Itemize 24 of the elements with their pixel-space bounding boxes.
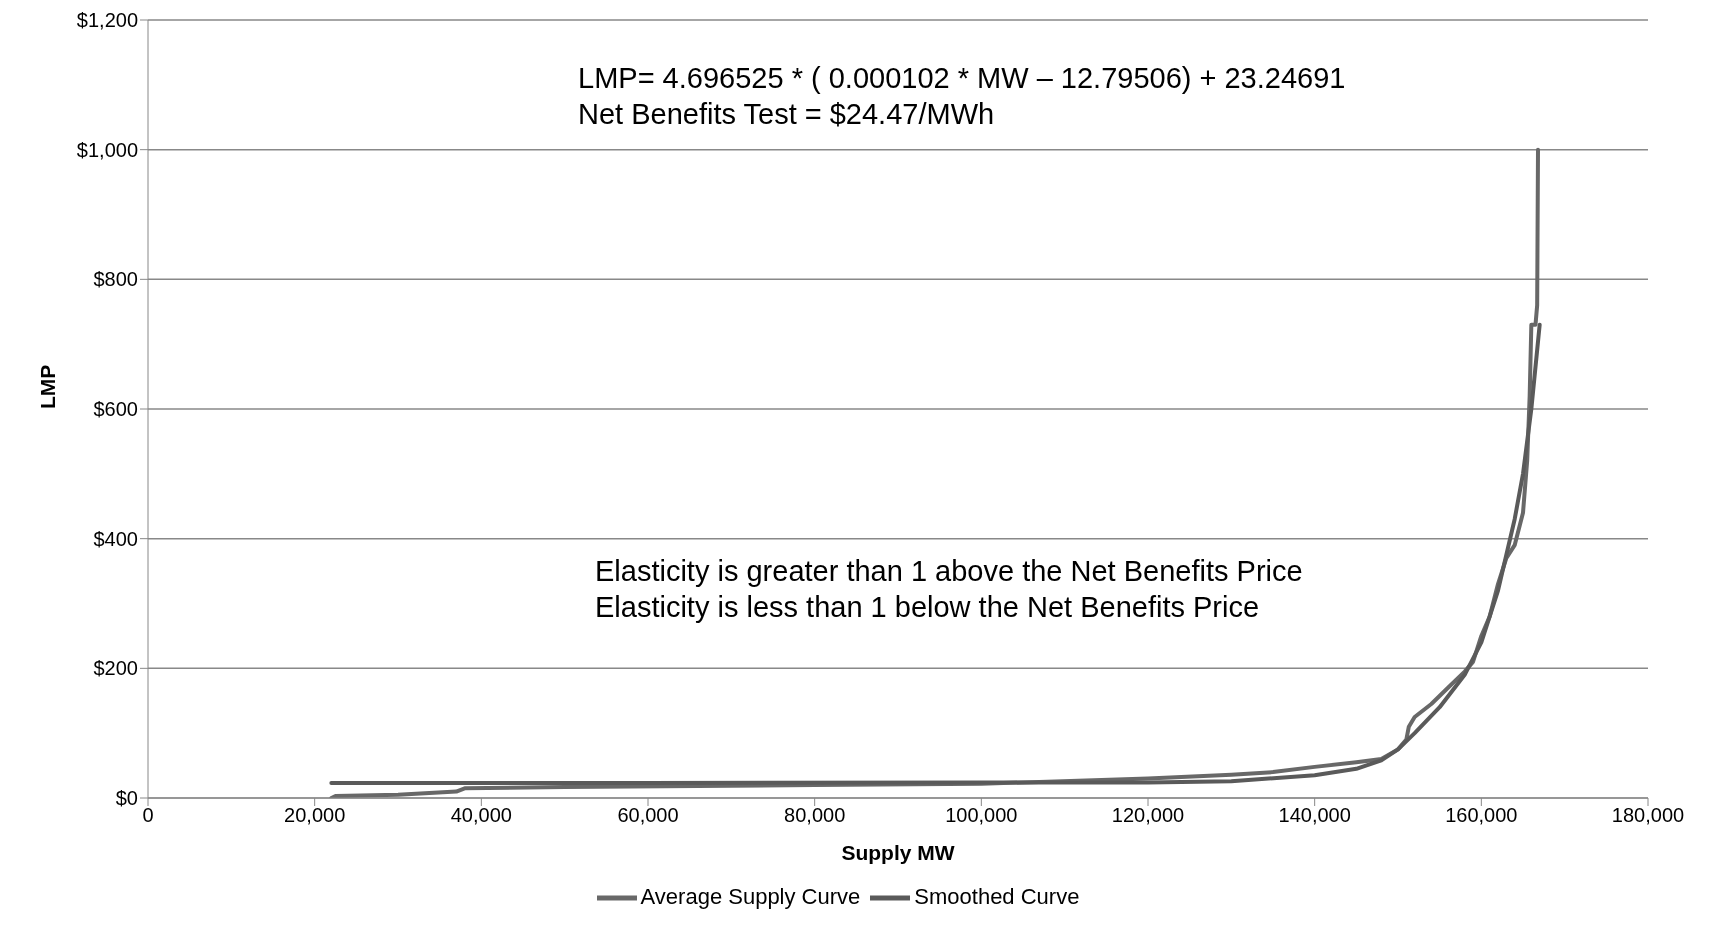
x-tick-label: 160,000 [1445, 804, 1518, 827]
x-tick-label: 140,000 [1278, 804, 1351, 827]
y-tick-label: $1,000 [76, 138, 138, 161]
x-tick-label: 60,000 [617, 804, 679, 827]
x-tick-label: 180,000 [1611, 804, 1685, 827]
y-tick-label: $200 [93, 657, 138, 680]
y-tick-label: $1,200 [76, 9, 138, 32]
y-axis-title: LMP [36, 364, 60, 409]
legend-label: Smoothed Curve [914, 883, 1080, 909]
x-tick-label: 40,000 [450, 804, 512, 827]
annotation: LMP= 4.696525 * ( 0.000102 * MW – 12.79506) + 23.24691 Net Benefits Test = $24.47/MWh [578, 61, 1346, 133]
x-tick-label: 80,000 [784, 804, 846, 827]
y-tick-label: $400 [93, 527, 138, 550]
line-series [329, 322, 1542, 786]
y-tick-label: $0 [115, 787, 138, 810]
x-tick-label: 100,000 [945, 804, 1018, 827]
y-tick-label: $600 [93, 398, 138, 421]
x-tick-label: 0 [142, 804, 154, 827]
y-tick-label: $800 [93, 268, 138, 291]
x-axis-title: Supply MW [841, 841, 955, 864]
x-tick-label: 20,000 [284, 804, 346, 827]
x-tick-label: 120,000 [1111, 804, 1185, 827]
annotation: Elasticity is greater than 1 above the Net Benefits Price Elasticity is less than 1 below the Net Benefits Price [595, 554, 1303, 626]
legend-label: Average Supply Curve [640, 883, 861, 909]
